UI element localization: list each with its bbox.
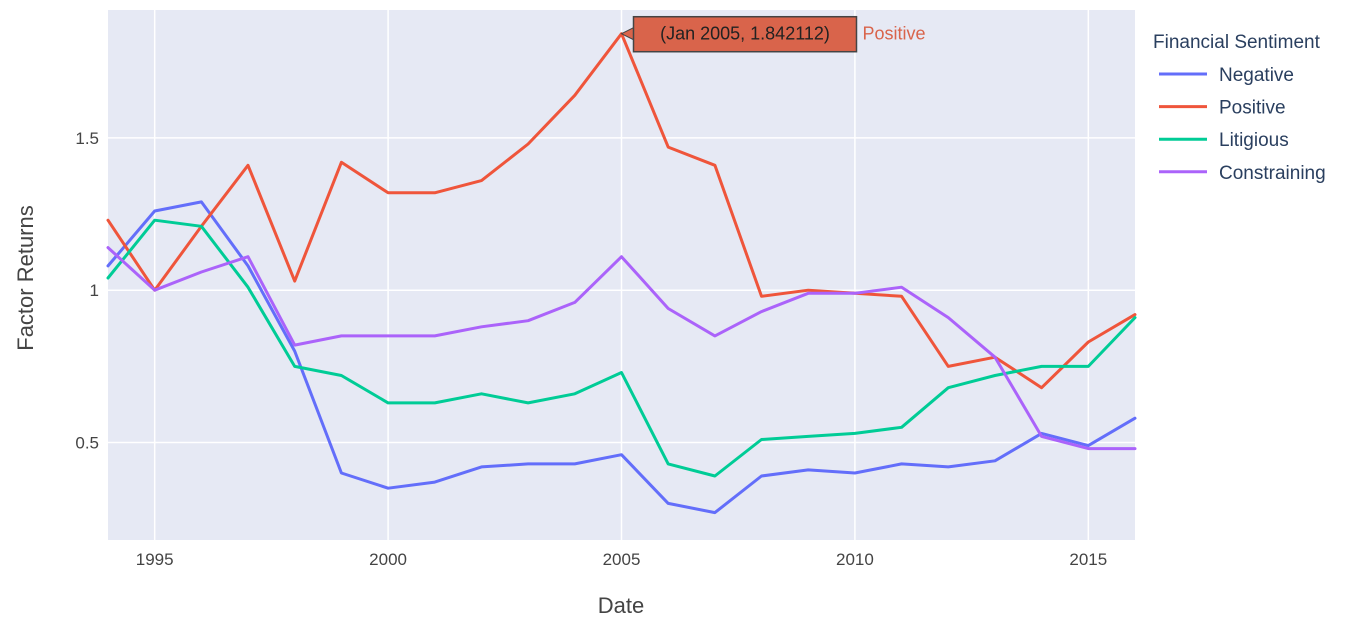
legend-label-negative[interactable]: Negative: [1219, 65, 1294, 86]
x-axis-ticks: 1995 2000 2005 2010 2015: [136, 550, 1107, 569]
y-axis-title: Factor Returns: [13, 205, 38, 351]
legend-label-constraining[interactable]: Constraining: [1219, 163, 1326, 184]
series-line-litigious[interactable]: [106, 218, 1137, 478]
gridlines: [108, 10, 1135, 540]
x-tick-label: 2015: [1069, 550, 1107, 569]
legend-label-positive[interactable]: Positive: [1219, 98, 1286, 119]
y-axis-ticks: 0.5 1 1.5: [75, 129, 99, 453]
y-tick-label: 1.5: [75, 129, 99, 148]
x-tick-label: 1995: [136, 550, 174, 569]
x-tick-label: 2005: [603, 550, 641, 569]
series-line-constraining[interactable]: [106, 246, 1137, 451]
legend: Financial Sentiment Negative Positive Liti…: [1153, 32, 1326, 184]
legend-label-litigious[interactable]: Litigious: [1219, 130, 1289, 151]
x-tick-label: 2000: [369, 550, 407, 569]
x-axis-title: Date: [598, 593, 644, 618]
hover-tooltip: (Jan 2005, 1.842112) Positive: [620, 15, 926, 53]
y-tick-label: 0.5: [75, 434, 99, 453]
tooltip-box: [632, 15, 858, 53]
legend-title: Financial Sentiment: [1153, 32, 1321, 53]
series-line-negative[interactable]: [106, 200, 1137, 515]
x-tick-label: 2010: [836, 550, 874, 569]
tooltip-series-name: Positive: [863, 24, 926, 44]
tooltip-value: (Jan 2005, 1.842112): [660, 24, 830, 44]
y-tick-label: 1: [90, 281, 99, 300]
